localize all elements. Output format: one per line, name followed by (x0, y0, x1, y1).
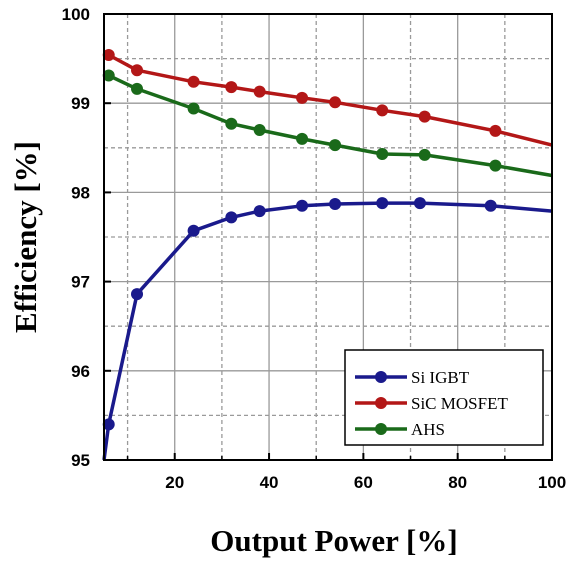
data-point (329, 197, 342, 210)
data-point (296, 199, 309, 212)
legend-marker (375, 423, 387, 435)
y-tick-label: 96 (71, 362, 90, 381)
x-tick-label: 100 (538, 473, 566, 492)
y-tick-label: 97 (71, 273, 90, 292)
data-point (489, 159, 502, 172)
axis-ticks: 20 40 60 80 100 95 96 97 98 99 100 (62, 5, 567, 492)
data-point (253, 205, 266, 218)
data-point (225, 81, 238, 94)
legend-label: Si IGBT (411, 368, 470, 387)
series-line (102, 201, 553, 461)
data-point (489, 124, 502, 137)
data-point (102, 418, 115, 431)
series-layer (102, 49, 553, 461)
y-tick-label: 100 (62, 5, 90, 24)
data-point (484, 199, 497, 212)
data-point (225, 211, 238, 224)
data-point (187, 224, 200, 237)
data-point (329, 96, 342, 109)
legend: Si IGBT SiC MOSFET AHS (344, 349, 544, 446)
data-point (376, 104, 389, 117)
legend-item: AHS (355, 420, 445, 439)
legend-marker (375, 397, 387, 409)
x-tick-label: 80 (448, 473, 467, 492)
y-tick-label: 99 (71, 94, 90, 113)
x-tick-label: 40 (260, 473, 279, 492)
data-point (131, 82, 144, 95)
data-point (187, 102, 200, 115)
data-point (329, 139, 342, 152)
x-axis-title: Output Power [%] (210, 523, 457, 558)
data-point (253, 85, 266, 98)
data-point (225, 117, 238, 130)
legend-label: AHS (411, 420, 445, 439)
data-point (131, 288, 144, 301)
data-point (296, 132, 309, 145)
series-si-igbt (102, 197, 553, 461)
data-point (413, 197, 426, 210)
data-point (296, 91, 309, 104)
data-point (253, 123, 266, 136)
plot-frame (103, 13, 553, 461)
data-point (102, 49, 115, 62)
data-point (187, 75, 200, 88)
legend-marker (375, 371, 387, 383)
data-point (131, 64, 144, 77)
data-point (102, 69, 115, 82)
x-tick-label: 60 (354, 473, 373, 492)
legend-item: Si IGBT (355, 368, 470, 387)
x-tick-label: 20 (165, 473, 184, 492)
series-sic-mosfet (102, 49, 553, 147)
data-point (376, 197, 389, 210)
legend-label: SiC MOSFET (411, 394, 508, 413)
y-axis-title: Efficiency [%] (8, 141, 43, 333)
y-tick-label: 98 (71, 183, 90, 202)
data-point (418, 148, 431, 161)
data-point (376, 148, 389, 161)
data-point (418, 110, 431, 123)
legend-item: SiC MOSFET (355, 394, 508, 413)
y-tick-label: 95 (71, 451, 90, 470)
series-ahs (102, 69, 553, 178)
